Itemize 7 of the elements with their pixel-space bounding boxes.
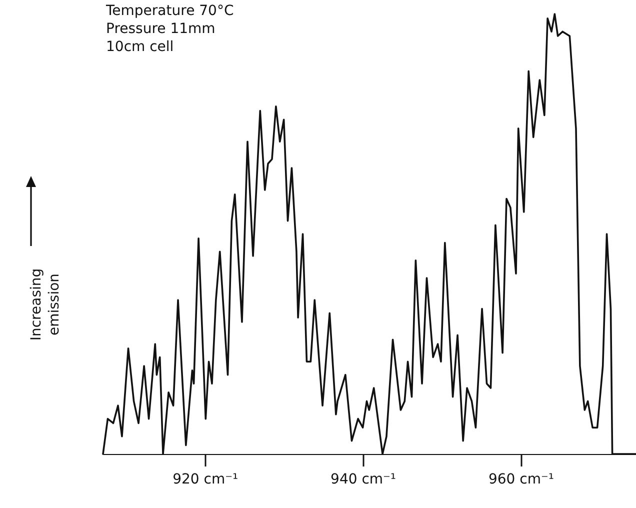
x-tick-label: 960 cm⁻¹ xyxy=(488,472,554,488)
x-tick-label: 940 cm⁻¹ xyxy=(330,472,396,488)
y-axis-title: Increasing emission xyxy=(28,268,62,341)
annotation: 10cm cell xyxy=(106,39,174,55)
x-tick-label: 920 cm⁻¹ xyxy=(172,472,238,488)
annotation: Pressure 11mm xyxy=(106,21,216,37)
annotation: Temperature 70°C xyxy=(105,3,234,19)
